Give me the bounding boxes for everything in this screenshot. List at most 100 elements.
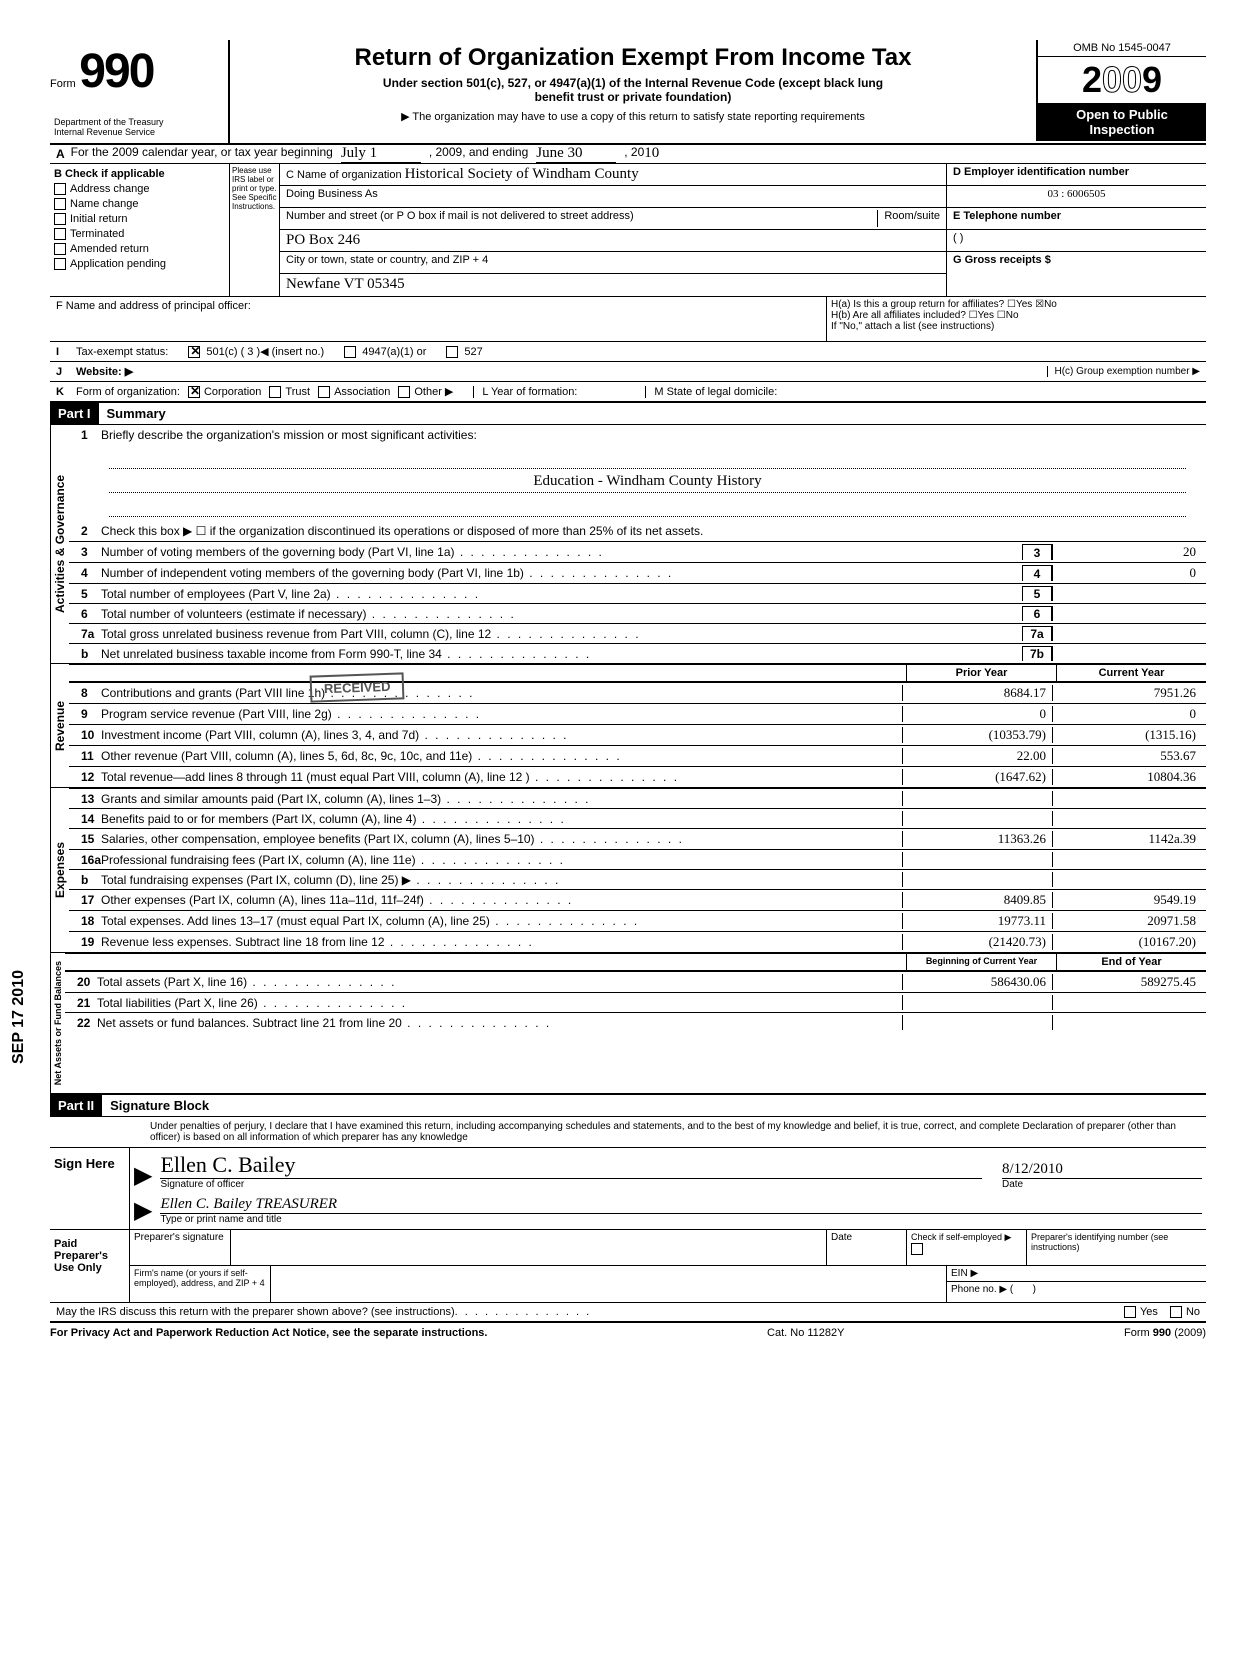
col-b-checkboxes: B Check if applicable Address change Nam…: [50, 164, 230, 296]
lbl-initial-return: Initial return: [70, 213, 127, 225]
row-k-label: Form of organization:: [76, 386, 180, 398]
opt-other: Other ▶: [414, 385, 453, 398]
row-a-text3: , 20: [624, 145, 644, 163]
col-current-year: Current Year: [1056, 665, 1206, 681]
officer-signature: Ellen C. Bailey: [160, 1152, 982, 1178]
col-de: D Employer identification number 03 : 60…: [946, 164, 1206, 296]
chk-527[interactable]: [446, 346, 458, 358]
gov-line-6: 6Total number of volunteers (estimate if…: [69, 603, 1206, 623]
chk-initial-return[interactable]: [54, 213, 66, 225]
principal-officer-label: F Name and address of principal officer:: [50, 297, 826, 341]
rev-line-12: 12Total revenue—add lines 8 through 11 (…: [69, 766, 1206, 787]
gov-line-3: 3Number of voting members of the governi…: [69, 541, 1206, 562]
prep-ein-label: EIN: [951, 1268, 968, 1279]
rev-col-headers: Prior Year Current Year: [69, 664, 1206, 682]
org-name-label: C Name of organization: [286, 169, 402, 181]
mission-blank-2: [109, 497, 1186, 517]
chk-501c[interactable]: [188, 346, 200, 358]
privacy-notice: For Privacy Act and Paperwork Reduction …: [50, 1327, 487, 1339]
tax-year-begin: July 1: [341, 145, 421, 163]
subtitle-2: benefit trust or private foundation): [240, 90, 1026, 104]
vert-revenue: Revenue: [50, 664, 69, 787]
opt-501c: 501(c) ( 3 )◀ (insert no.): [206, 345, 324, 358]
form-number: 990: [79, 45, 153, 98]
discuss-row: May the IRS discuss this return with the…: [50, 1303, 1206, 1323]
chk-terminated[interactable]: [54, 228, 66, 240]
chk-discuss-yes[interactable]: [1124, 1306, 1136, 1318]
rev-line-10: 10Investment income (Part VIII, column (…: [69, 724, 1206, 745]
chk-assoc[interactable]: [318, 386, 330, 398]
ha-row: H(a) Is this a group return for affiliat…: [831, 299, 1202, 310]
row-k: K Form of organization: Corporation Trus…: [50, 382, 1206, 403]
ein-label: D Employer identification number: [953, 166, 1129, 178]
dept-treasury: Department of the Treasury: [54, 117, 216, 127]
part1-header-row: Part I Summary: [50, 403, 1206, 425]
prep-id-label: Preparer's identifying number (see instr…: [1026, 1230, 1206, 1265]
lbl-amended: Amended return: [70, 243, 149, 255]
net-line-22: 22Net assets or fund balances. Subtract …: [65, 1012, 1206, 1032]
col-c-org-info: C Name of organization Historical Societ…: [280, 164, 946, 296]
prep-date-label: Date: [826, 1230, 906, 1265]
row-a-tax-year: A For the 2009 calendar year, or tax yea…: [50, 145, 1206, 164]
chk-discuss-no[interactable]: [1170, 1306, 1182, 1318]
rev-line-8: 8Contributions and grants (Part VIII lin…: [69, 682, 1206, 703]
gov-line-5: 5Total number of employees (Part V, line…: [69, 583, 1206, 603]
exp-line-b: bTotal fundraising expenses (Part IX, co…: [69, 869, 1206, 889]
form-header: Form 990 Department of the Treasury Inte…: [50, 40, 1206, 145]
typed-label: Type or print name and title: [160, 1213, 1202, 1225]
rev-line-11: 11Other revenue (Part VIII, column (A), …: [69, 745, 1206, 766]
net-assets-section: Net Assets or Fund Balances Beginning of…: [50, 953, 1206, 1095]
row-k-letter: K: [56, 386, 76, 398]
addr-label: Number and street (or P O box if mail is…: [286, 210, 877, 227]
part1-title: Summary: [99, 403, 174, 424]
room-label: Room/suite: [877, 210, 940, 227]
chk-4947[interactable]: [344, 346, 356, 358]
row-j-letter: J: [56, 366, 76, 378]
form-label: Form: [50, 78, 76, 90]
chk-address-change[interactable]: [54, 183, 66, 195]
gov-line-7a: 7aTotal gross unrelated business revenue…: [69, 623, 1206, 643]
lbl-terminated: Terminated: [70, 228, 124, 240]
row-i-letter: I: [56, 346, 76, 358]
part2-header-row: Part II Signature Block: [50, 1095, 1206, 1117]
col-b-header: B Check if applicable: [54, 168, 225, 180]
line1-text: Briefly describe the organization's miss…: [101, 428, 1202, 442]
part2-title: Signature Block: [102, 1095, 217, 1116]
chk-other[interactable]: [398, 386, 410, 398]
gross-receipts-label: G Gross receipts $: [953, 254, 1051, 266]
chk-trust[interactable]: [269, 386, 281, 398]
footer: For Privacy Act and Paperwork Reduction …: [50, 1323, 1206, 1343]
chk-name-change[interactable]: [54, 198, 66, 210]
net-line-21: 21Total liabilities (Part X, line 26): [65, 992, 1206, 1012]
part2-hdr: Part II: [50, 1095, 102, 1116]
chk-corp[interactable]: [188, 386, 200, 398]
instruction: ▶ The organization may have to use a cop…: [240, 110, 1026, 123]
lbl-address-change: Address change: [70, 183, 150, 195]
firm-label: Firm's name (or yours if self-employed),…: [130, 1266, 270, 1302]
label-instructions: Please use IRS label or print or type. S…: [230, 164, 280, 296]
chk-self-employed[interactable]: [911, 1243, 923, 1255]
date-label: Date: [1002, 1178, 1202, 1190]
exp-line-17: 17Other expenses (Part IX, column (A), l…: [69, 889, 1206, 910]
main-title: Return of Organization Exempt From Incom…: [240, 44, 1026, 72]
lbl-name-change: Name change: [70, 198, 139, 210]
part1-hdr: Part I: [50, 403, 99, 424]
exp-line-16a: 16aProfessional fundraising fees (Part I…: [69, 849, 1206, 869]
opt-4947: 4947(a)(1) or: [362, 346, 426, 358]
discuss-yes: Yes: [1140, 1306, 1158, 1318]
dept-irs: Internal Revenue Service: [54, 127, 216, 137]
chk-pending[interactable]: [54, 258, 66, 270]
year-formation-label: L Year of formation:: [473, 386, 585, 398]
exp-line-13: 13Grants and similar amounts paid (Part …: [69, 788, 1206, 808]
chk-amended[interactable]: [54, 243, 66, 255]
ein-value: 03 : 6006505: [947, 186, 1206, 208]
phone-label: E Telephone number: [953, 210, 1061, 222]
exp-line-18: 18Total expenses. Add lines 13–17 (must …: [69, 910, 1206, 931]
col-end-year: End of Year: [1056, 954, 1206, 970]
expenses-section: Expenses 13Grants and similar amounts pa…: [50, 788, 1206, 953]
paid-preparer-label: Paid Preparer's Use Only: [50, 1230, 130, 1302]
vert-expenses: Expenses: [50, 788, 69, 952]
exp-line-19: 19Revenue less expenses. Subtract line 1…: [69, 931, 1206, 952]
mission-blank-1: [109, 449, 1186, 469]
rev-line-9: 9Program service revenue (Part VIII, lin…: [69, 703, 1206, 724]
